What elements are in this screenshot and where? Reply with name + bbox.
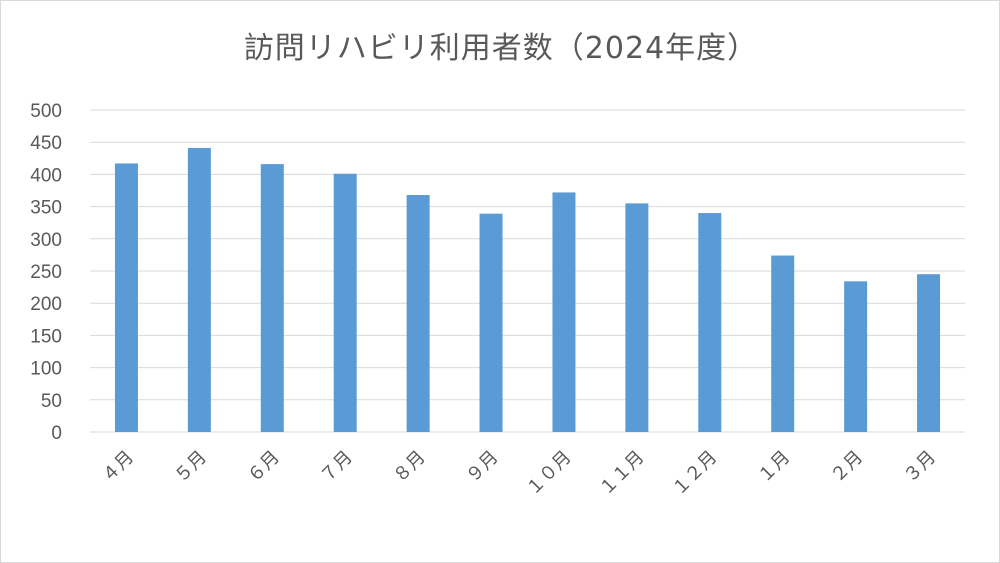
- x-tick-label: ５月: [171, 447, 211, 487]
- x-tick-label: ９月: [462, 447, 502, 487]
- y-tick-label: 450: [30, 133, 62, 154]
- bar: [260, 164, 284, 432]
- bar: [771, 255, 795, 432]
- bar: [187, 147, 211, 432]
- x-tick-label: １２月: [668, 447, 721, 500]
- x-tick-label: １１月: [595, 447, 648, 500]
- y-tick-label: 150: [30, 326, 62, 347]
- x-tick-label: ４月: [98, 447, 138, 487]
- bars: [114, 147, 941, 433]
- bar: [917, 274, 941, 432]
- x-tick-label: ３月: [900, 447, 940, 487]
- y-tick-label: 400: [30, 165, 62, 186]
- x-tick-label: １月: [754, 447, 794, 487]
- bar: [406, 195, 430, 432]
- bar: [844, 281, 868, 432]
- y-tick-label: 350: [30, 198, 62, 219]
- y-axis-ticks: 0 50 100 150 200 250 300 350 400 450 500: [30, 101, 62, 444]
- bar: [114, 163, 138, 432]
- x-tick-label: ８月: [389, 447, 429, 487]
- y-tick-label: 300: [30, 230, 62, 251]
- x-axis-labels: ４月 ５月 ６月 ７月 ８月 ９月 １０月 １１月 １２月 １月 ２月 ３月: [98, 447, 940, 500]
- bar: [333, 173, 357, 433]
- y-tick-label: 250: [30, 262, 62, 283]
- bar: [698, 213, 722, 432]
- y-tick-label: 500: [30, 101, 62, 122]
- chart-title: 訪問リハビリ利用者数（2024年度）: [243, 31, 759, 66]
- bar: [552, 192, 576, 432]
- x-tick-label: ７月: [316, 447, 356, 487]
- x-tick-label: １０月: [522, 447, 575, 500]
- gridlines: [90, 109, 965, 433]
- bar: [479, 213, 503, 432]
- y-tick-label: 50: [41, 391, 62, 412]
- y-tick-label: 0: [51, 423, 62, 444]
- bar: [625, 203, 649, 432]
- x-tick-label: ６月: [244, 447, 284, 487]
- y-tick-label: 100: [30, 359, 62, 380]
- y-tick-label: 200: [30, 294, 62, 315]
- x-tick-label: ２月: [827, 447, 867, 487]
